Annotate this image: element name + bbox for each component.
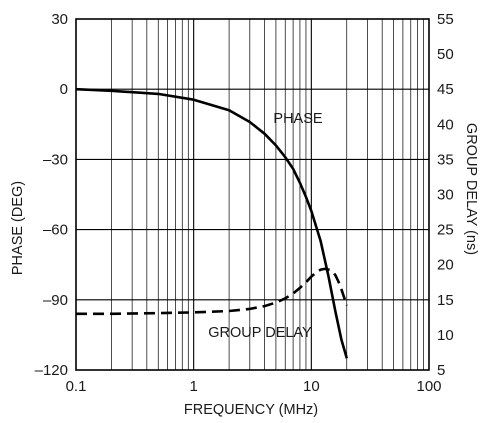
y2-axis-title: GROUP DELAY (ns) [463,123,479,255]
y2-tick-label: 35 [437,151,454,168]
y2-tick-label: 30 [437,187,454,204]
y-tick-label: –30 [43,151,68,168]
y2-tick-label: 55 [437,11,454,28]
y2-tick-label: 50 [437,46,454,63]
x-tick-label: 0.1 [66,378,87,395]
y2-tick-label: 15 [437,292,454,309]
x-axis-title: FREQUENCY (MHz) [184,402,318,418]
y2-tick-label: 10 [437,327,454,344]
y-tick-label: 0 [60,81,68,98]
y2-tick-label: 45 [437,81,454,98]
y-tick-label: 30 [51,11,68,28]
phase-series-label: PHASE [273,111,322,127]
y-tick-label: –120 [35,362,68,379]
y-tick-label: –60 [43,222,68,239]
series-layer [75,87,349,359]
x-tick-label: 10 [303,378,320,395]
phase-curve [75,87,349,359]
plot-frame [75,18,430,371]
group-delay-series-label: GROUP DELAY [208,325,312,341]
x-tick-label: 100 [416,378,441,395]
y2-tick-label: 40 [437,116,454,133]
y2-tick-label: 20 [437,257,454,274]
tick-labels: 0.1 1 10 100 30 0 –30 –60 –90 –120 55 50 45 40 35 30 25 2… [35,11,454,395]
y-axis-title: PHASE (DEG) [10,181,26,275]
y2-tick-label: 25 [437,222,454,239]
x-tick-label: 1 [189,378,197,395]
y2-tick-label: 5 [437,362,445,379]
grid [76,19,429,370]
y-tick-label: –90 [43,292,68,309]
